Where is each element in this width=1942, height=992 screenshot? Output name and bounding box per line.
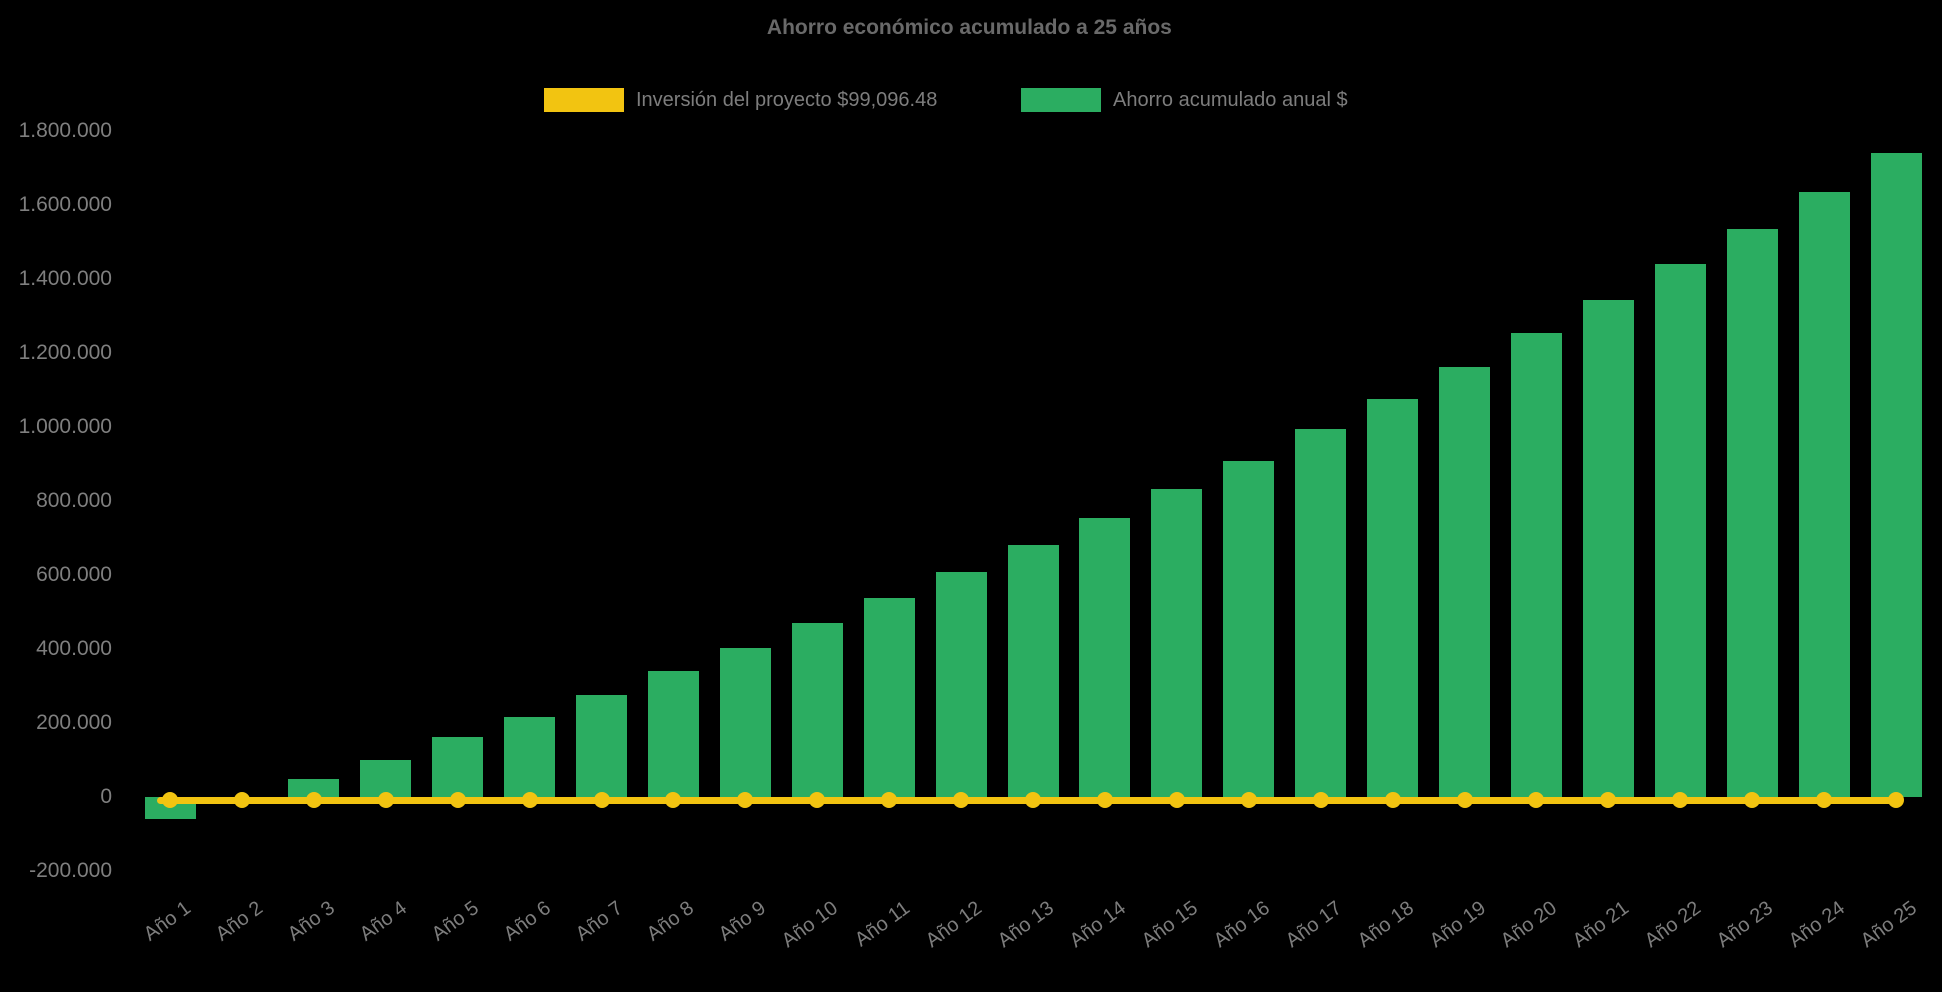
savings-bar <box>1151 489 1203 797</box>
investment-line-marker <box>1025 792 1042 808</box>
savings-bar <box>1582 300 1634 797</box>
investment-line-marker <box>233 792 250 808</box>
savings-bar <box>719 647 771 797</box>
legend-swatch-savings <box>1021 88 1101 112</box>
savings-bar <box>863 597 915 797</box>
investment-line-marker <box>1672 792 1689 808</box>
savings-bar <box>432 737 484 797</box>
investment-line-marker <box>1312 792 1329 808</box>
investment-line-marker <box>1744 792 1761 808</box>
investment-line-marker <box>1384 792 1401 808</box>
investment-line-marker <box>521 792 538 808</box>
investment-line-marker <box>1168 792 1185 808</box>
savings-bar <box>1295 428 1347 797</box>
savings-bar <box>791 623 843 797</box>
investment-line-marker <box>1816 792 1833 808</box>
y-tick-label: 1.200.000 <box>18 341 112 364</box>
savings-bar <box>1870 153 1922 797</box>
y-tick-label: 1.800.000 <box>18 119 112 142</box>
y-tick-label: -200.000 <box>29 859 112 882</box>
savings-bar <box>1654 264 1706 797</box>
investment-line-marker <box>162 792 178 808</box>
savings-bar <box>1439 367 1491 797</box>
savings-bar <box>1798 192 1850 797</box>
investment-line-marker <box>305 792 322 808</box>
chart: Ahorro económico acumulado a 25 años Inv… <box>18 16 1922 953</box>
investment-line-marker <box>449 792 466 808</box>
legend-label-savings: Ahorro acumulado anual $ <box>1113 88 1348 111</box>
y-tick-label: 400.000 <box>36 637 112 660</box>
investment-line-marker <box>953 792 970 808</box>
legend-item-investment: Inversión del proyecto $99,096.48 <box>544 88 937 112</box>
savings-bar <box>1510 333 1562 797</box>
investment-line-marker <box>593 792 610 808</box>
investment-line-marker <box>1600 792 1617 808</box>
legend-item-savings: Ahorro acumulado anual $ <box>1021 88 1348 112</box>
y-tick-label: 800.000 <box>36 489 112 512</box>
savings-bar <box>1367 398 1419 797</box>
investment-line-marker <box>881 792 898 808</box>
investment-line-marker <box>1888 792 1905 808</box>
investment-line-marker <box>809 792 826 808</box>
legend-label-investment: Inversión del proyecto $99,096.48 <box>636 88 938 111</box>
investment-line-marker <box>1096 792 1113 808</box>
investment-line-marker <box>737 792 754 808</box>
savings-bar <box>504 716 556 797</box>
savings-bar <box>1007 545 1059 797</box>
savings-bar <box>935 572 987 797</box>
savings-bar <box>1726 229 1778 797</box>
savings-bar <box>576 694 628 797</box>
savings-bar <box>360 760 412 797</box>
savings-bar <box>1223 460 1275 797</box>
y-tick-label: 600.000 <box>36 563 112 586</box>
investment-line-marker <box>665 792 682 808</box>
savings-bar <box>288 779 340 797</box>
investment-line-marker <box>1528 792 1545 808</box>
investment-line-marker <box>377 792 394 808</box>
y-tick-label: 1.400.000 <box>18 267 112 290</box>
y-tick-label: 200.000 <box>36 711 112 734</box>
y-tick-label: 1.000.000 <box>18 415 112 438</box>
legend-swatch-investment <box>544 88 624 112</box>
y-tick-label: 1.600.000 <box>18 193 112 216</box>
savings-bar <box>1079 517 1131 797</box>
investment-line-marker <box>1456 792 1473 808</box>
y-tick-label: 0 <box>100 785 112 808</box>
chart-title: Ahorro económico acumulado a 25 años <box>766 16 1172 39</box>
investment-line-marker <box>1240 792 1257 808</box>
savings-bar <box>647 671 699 797</box>
